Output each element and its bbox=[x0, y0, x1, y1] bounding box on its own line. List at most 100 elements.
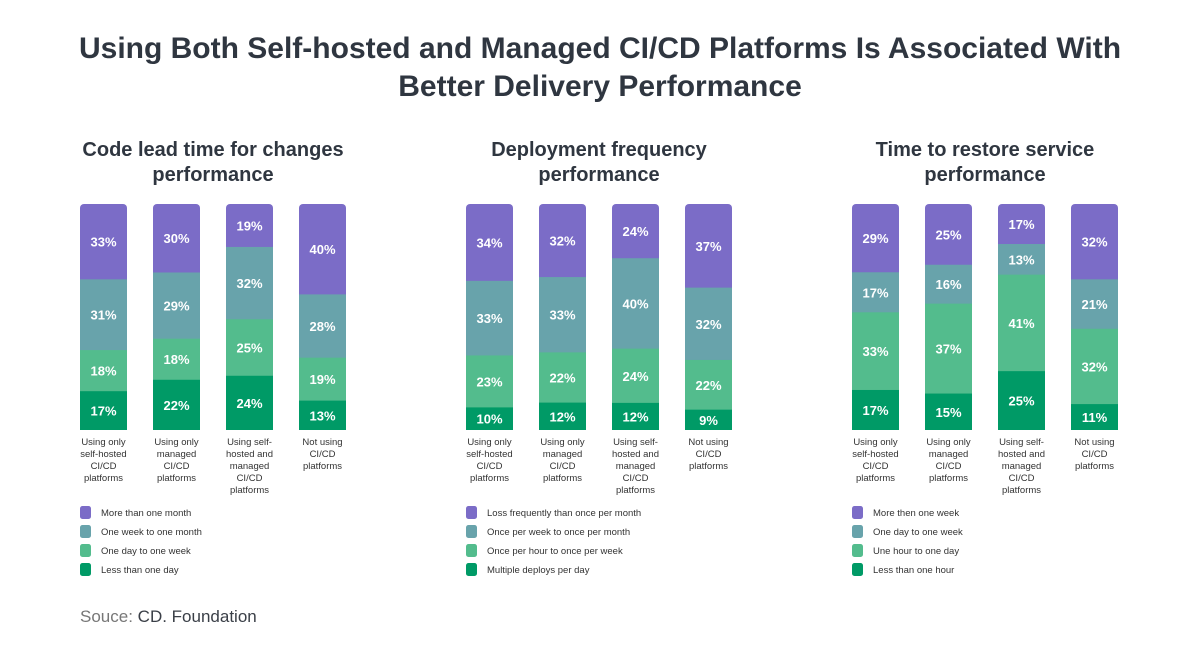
bar-segment bbox=[539, 402, 586, 430]
panel-title: Code lead time for changes bbox=[82, 139, 343, 161]
data-label: 17% bbox=[90, 404, 116, 419]
data-label: 32% bbox=[549, 234, 575, 249]
category-label: platforms bbox=[303, 461, 342, 472]
data-label: 19% bbox=[236, 218, 262, 233]
category-label: Using only bbox=[540, 437, 585, 448]
data-label: 28% bbox=[309, 319, 335, 334]
category-label: managed bbox=[929, 449, 969, 460]
category-label: CI/CD bbox=[1009, 473, 1035, 484]
data-label: 33% bbox=[862, 344, 888, 359]
data-label: 32% bbox=[1081, 235, 1107, 250]
category-label: CI/CD bbox=[1082, 449, 1108, 460]
category-label: managed bbox=[230, 461, 270, 472]
bar-segment bbox=[466, 355, 513, 408]
legend-swatch bbox=[80, 506, 91, 519]
bar-segment bbox=[925, 264, 972, 305]
data-label: 29% bbox=[862, 231, 888, 246]
category-label: platforms bbox=[1075, 461, 1114, 472]
legend-swatch bbox=[466, 525, 477, 538]
data-label: 33% bbox=[549, 308, 575, 323]
data-label: 32% bbox=[236, 276, 262, 291]
legend-label: Once per week to once per month bbox=[487, 527, 630, 538]
source: Souce: CD. Foundation bbox=[80, 607, 257, 627]
data-label: 22% bbox=[163, 398, 189, 413]
legend-swatch bbox=[466, 506, 477, 519]
bar-segment bbox=[1071, 404, 1118, 430]
data-label: 23% bbox=[476, 374, 502, 389]
bar-segment bbox=[226, 204, 273, 248]
category-label: platforms bbox=[616, 485, 655, 496]
data-label: 37% bbox=[935, 342, 961, 357]
data-label: 16% bbox=[935, 277, 961, 292]
chart-title: Using Both Self-hosted and Managed CI/CD… bbox=[0, 30, 1200, 106]
bar-segment bbox=[852, 312, 899, 391]
bar-segment bbox=[852, 389, 899, 430]
category-label: platforms bbox=[1002, 485, 1041, 496]
panel-title: performance bbox=[152, 164, 273, 186]
bar-segment bbox=[998, 274, 1045, 372]
legend-swatch bbox=[466, 563, 477, 576]
category-label: Using only bbox=[154, 437, 199, 448]
category-label: CI/CD bbox=[936, 461, 962, 472]
data-label: 22% bbox=[549, 370, 575, 385]
bar-segment bbox=[925, 393, 972, 430]
data-label: 24% bbox=[622, 224, 648, 239]
bar-segment bbox=[466, 204, 513, 282]
category-label: CI/CD bbox=[477, 461, 503, 472]
legend-label: Loss frequently than once per month bbox=[487, 508, 641, 519]
data-label: 13% bbox=[1008, 252, 1034, 267]
data-label: 24% bbox=[236, 396, 262, 411]
legend-label: More then one week bbox=[873, 508, 959, 519]
legend-label: Less than one day bbox=[101, 565, 179, 576]
legend-label: More than one month bbox=[101, 508, 191, 519]
legend-label: Une hour to one day bbox=[873, 546, 959, 557]
bar-segment bbox=[925, 303, 972, 395]
bar-segment bbox=[612, 204, 659, 259]
data-label: 25% bbox=[935, 227, 961, 242]
legend-swatch bbox=[80, 525, 91, 538]
bar-segment bbox=[539, 352, 586, 404]
bar-segment bbox=[612, 348, 659, 404]
category-label: CI/CD bbox=[310, 449, 336, 460]
category-label: CI/CD bbox=[550, 461, 576, 472]
bar-segment bbox=[1071, 204, 1118, 280]
bar-segment bbox=[153, 379, 200, 430]
data-label: 10% bbox=[476, 412, 502, 427]
data-label: 17% bbox=[862, 403, 888, 418]
category-label: hosted and bbox=[612, 449, 659, 460]
bar-segment bbox=[80, 391, 127, 430]
category-label: Using only bbox=[926, 437, 971, 448]
legend-swatch bbox=[852, 525, 863, 538]
bar-segment bbox=[1071, 328, 1118, 405]
category-label: hosted and bbox=[998, 449, 1045, 460]
data-label: 21% bbox=[1081, 297, 1107, 312]
data-label: 25% bbox=[236, 341, 262, 356]
bar-segment bbox=[299, 294, 346, 359]
category-label: Using self- bbox=[999, 437, 1044, 448]
bar-segment bbox=[153, 272, 200, 340]
bar-segment bbox=[80, 279, 127, 351]
bar-segment bbox=[685, 359, 732, 411]
data-label: 30% bbox=[163, 231, 189, 246]
legend-label: One day to one week bbox=[101, 546, 191, 557]
data-label: 25% bbox=[1008, 394, 1034, 409]
data-label: 17% bbox=[862, 285, 888, 300]
panel-title: Deployment frequency bbox=[491, 139, 707, 161]
bar-segment bbox=[539, 277, 586, 353]
category-label: platforms bbox=[157, 473, 196, 484]
data-label: 33% bbox=[90, 235, 116, 250]
data-label: 11% bbox=[1082, 410, 1108, 425]
category-label: platforms bbox=[929, 473, 968, 484]
category-label: Using self- bbox=[227, 437, 272, 448]
data-label: 18% bbox=[90, 364, 116, 379]
panel-title: performance bbox=[538, 164, 659, 186]
legend-label: Once per hour to once per week bbox=[487, 546, 623, 557]
category-label: CI/CD bbox=[91, 461, 117, 472]
category-label: platforms bbox=[230, 485, 269, 496]
legend-swatch bbox=[80, 563, 91, 576]
data-label: 32% bbox=[1081, 359, 1107, 374]
bar-segment bbox=[299, 204, 346, 295]
source-name: CD. Foundation bbox=[137, 607, 257, 626]
data-label: 29% bbox=[163, 299, 189, 314]
